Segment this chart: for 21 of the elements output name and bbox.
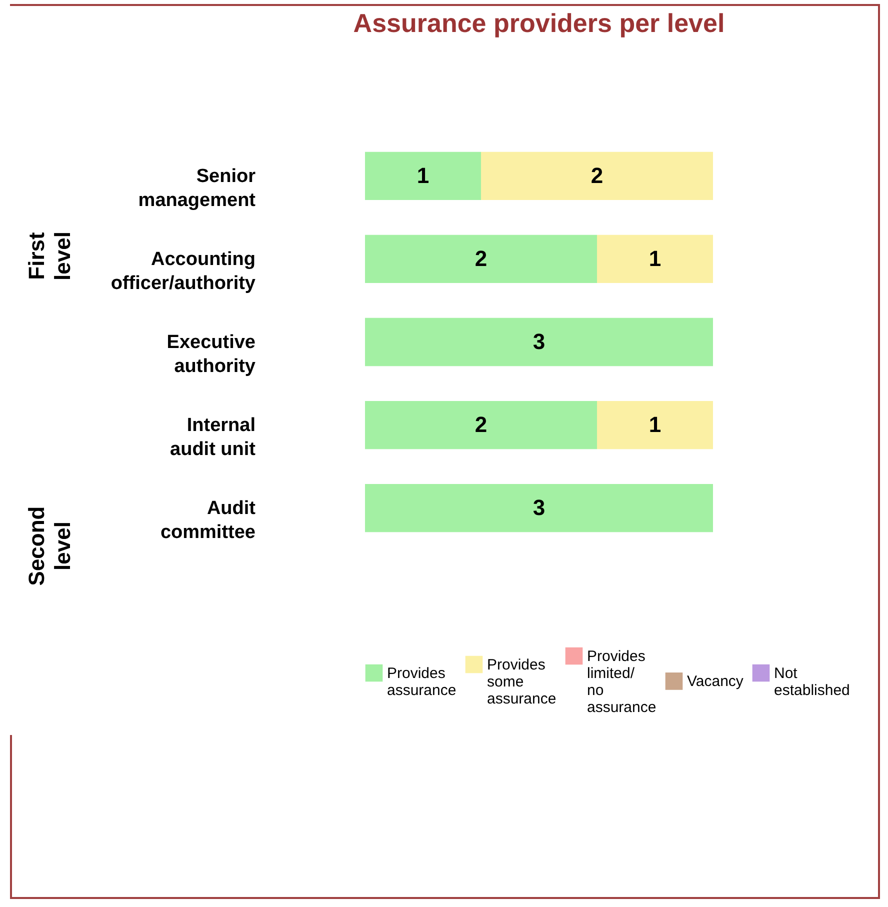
data-label: 1 xyxy=(648,412,662,438)
text: Second level xyxy=(24,505,76,588)
legend-label: Provides limited/ no assurance xyxy=(587,648,656,716)
chart-title: Assurance providers per level xyxy=(353,8,725,38)
data-label: 2 xyxy=(474,412,488,438)
legend-label: Provides some assurance xyxy=(487,656,556,708)
data-label: 1 xyxy=(416,162,430,188)
y-tick-label: Accounting officer/authority xyxy=(110,248,256,294)
data-label: 1 xyxy=(648,246,662,271)
y-tick-label: Executive authority xyxy=(166,332,256,377)
y-tick-label: Audit committee xyxy=(160,498,256,544)
text: First level xyxy=(24,230,76,282)
data-label: 2 xyxy=(474,246,488,271)
y-tick-label: Senior management xyxy=(138,166,256,211)
data-label: 3 xyxy=(532,495,546,520)
legend-label: Provides assurance xyxy=(387,665,456,699)
legend-label: Vacancy xyxy=(687,673,744,690)
data-label: 2 xyxy=(590,162,604,188)
legend-label: Not established xyxy=(774,665,850,699)
data-label: 3 xyxy=(532,329,546,354)
y-tick-label: Internal audit unit xyxy=(170,415,256,460)
